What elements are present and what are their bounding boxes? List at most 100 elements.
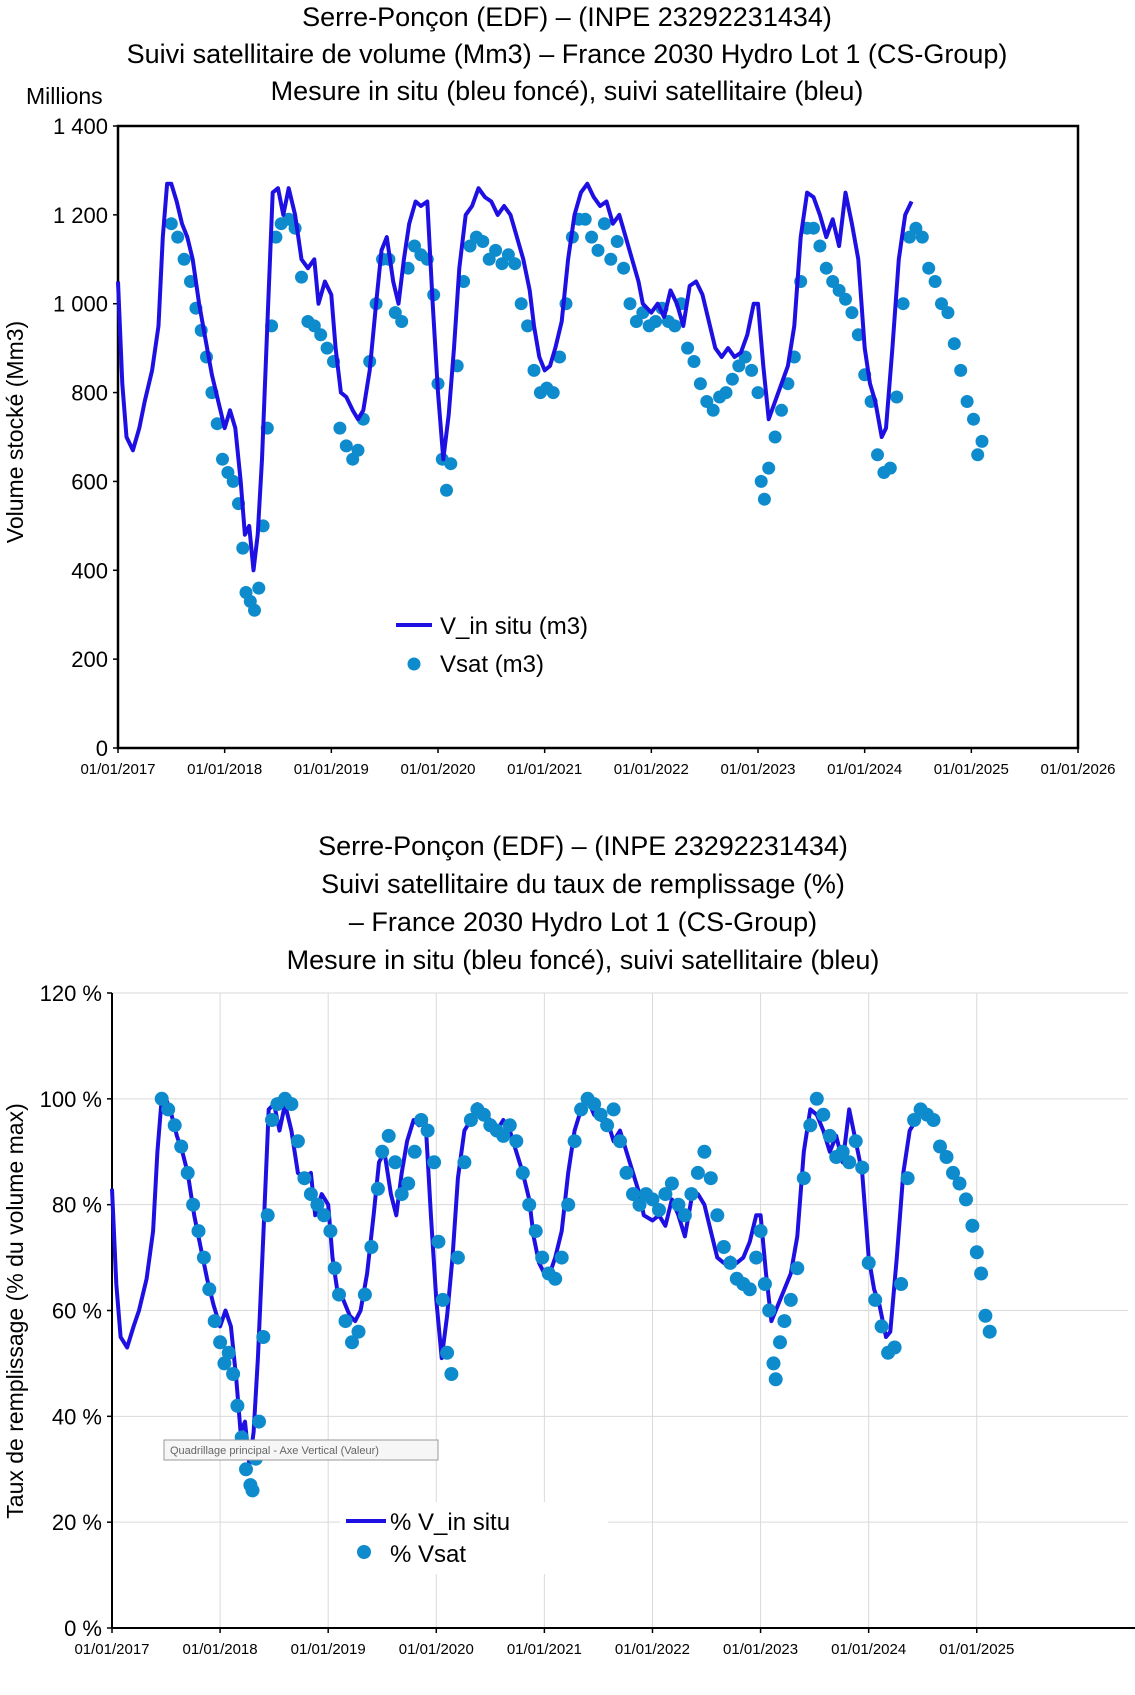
chart-1-x-tick-label: 01/01/2026 [1040, 761, 1115, 778]
chart-1-y-tick-label: 1 000 [53, 292, 108, 317]
chart-1-vsat-point [719, 386, 733, 400]
chart-2-vsat-point [978, 1308, 993, 1323]
chart-1-legend: V_in situ (m3) Vsat (m3) [392, 607, 622, 685]
chart-1-vsat-point [585, 230, 599, 244]
chart-2-vsat-point [969, 1245, 984, 1260]
chart-2-vsat-point [444, 1367, 459, 1381]
chart-2-vsat-point [431, 1234, 446, 1249]
chart-1-legend-vsat: Vsat (m3) [440, 651, 544, 678]
chart-2-x-tick-label: 01/01/2019 [291, 1641, 366, 1658]
chart-2-vsat-point [965, 1218, 980, 1233]
chart-1-vsat-point [440, 483, 453, 497]
chart-1-title-line-1: Serre-Ponçon (EDF) – (INPE 23292231434) [302, 2, 832, 32]
chart-1-x-ticks: 01/01/2017 01/01/2018 01/01/2019 01/01/2020… [80, 748, 1116, 778]
chart-2-vsat-point [894, 1277, 909, 1291]
chart-2-vsat-point [652, 1203, 666, 1217]
chart-1-vsat-point [725, 372, 739, 386]
chart-1-vsat-point [960, 395, 974, 408]
chart-2-vsat-point [697, 1144, 712, 1159]
chart-2-vsat-point [186, 1197, 201, 1212]
chart-2-vsat-point [626, 1187, 640, 1202]
chart-2-vsat-point [407, 1144, 422, 1159]
chart-1-vsat-point [314, 328, 328, 342]
chart-2-vsat-point [260, 1208, 275, 1223]
chart-1-vsat-point [839, 292, 852, 306]
chart-2-vsat-point [855, 1160, 870, 1175]
chart-2-vsat-point [757, 1277, 772, 1291]
chart-2-vsat-point [323, 1224, 338, 1239]
chart-2-vsat-point [457, 1155, 472, 1170]
chart-1-vsat-point [890, 390, 904, 404]
chart-2-vsat-point [606, 1102, 621, 1117]
chart-2-vsat-point [435, 1292, 450, 1307]
chart-2-vsat-point [861, 1255, 876, 1270]
chart-2-vsat-point [502, 1118, 517, 1133]
chart-2-vsat-point [420, 1123, 435, 1138]
chart-1-vsat-point [754, 474, 768, 488]
chart-2-vsat-point [370, 1181, 385, 1196]
chart-2-vsat-point [974, 1266, 989, 1281]
chart-1-x-tick-label: 01/01/2019 [294, 761, 369, 778]
chart-2-vsat-point [217, 1356, 232, 1371]
chart-1-vsat-point [896, 297, 910, 311]
chart-1-vsat-point [351, 443, 365, 457]
chart-2-vsat-point [202, 1282, 217, 1297]
chart-2-vsat-point [316, 1208, 331, 1223]
chart-2-x-tick-label: 01/01/2023 [723, 1641, 798, 1658]
chart-2-vsat-point [768, 1372, 783, 1387]
chart-1-vsat-point [476, 235, 490, 248]
chart-2-y-tick-label: 20 % [52, 1510, 102, 1535]
chart-2-x-tick-label: 01/01/2021 [507, 1641, 582, 1658]
chart-1-vsat-point [395, 315, 409, 328]
chart-2-vsat-point [522, 1197, 537, 1212]
chart-2-vsat-point [252, 1414, 266, 1429]
chart-1-x-tick-label: 01/01/2021 [507, 761, 582, 778]
chart-2-vsat-point [939, 1150, 954, 1164]
chart-2-series-vsat [154, 1091, 997, 1498]
chart-2-vsat-point [196, 1250, 211, 1265]
chart-2-vsat-point [777, 1314, 792, 1329]
chart-1-vsat-point [489, 243, 503, 257]
chart-2-y-axis-label-text: Taux de remplissage (% du volume max) [2, 1103, 28, 1518]
chart-1-vsat-point [527, 363, 541, 377]
chart-2-vsat-point [338, 1314, 353, 1329]
chart-2-vsat-point [297, 1171, 312, 1186]
chart-1-vsat-point [320, 341, 334, 355]
chart-2-vsat-point [310, 1197, 325, 1212]
chart-2-vsat-point [933, 1139, 947, 1154]
chart-2-vsat-point [710, 1208, 725, 1223]
chart-2-vsat-point [548, 1271, 563, 1286]
chart-2-vsat-point [790, 1261, 805, 1276]
chart-2-vsat-point [567, 1134, 582, 1149]
chart-1-vsat-point [768, 430, 782, 444]
chart-2-vsat-point [664, 1176, 679, 1191]
chart-2-vsat-point [926, 1113, 941, 1127]
chart-1-vsat-point [687, 355, 701, 368]
chart-2-vsat-point [351, 1324, 366, 1339]
chart-2-grid [112, 992, 1128, 1629]
chart-2-vsat-point [690, 1165, 705, 1180]
chart-1-vsat-point [236, 541, 250, 555]
chart-2-vsat-point [174, 1139, 189, 1154]
chart-1-vsat-point [967, 412, 980, 426]
chart-1-vsat-point [975, 434, 989, 448]
chart-2-title-line-3: – France 2030 Hydro Lot 1 (CS-Group) [349, 907, 817, 937]
chart-1-vsat-point [216, 452, 229, 466]
chart-2-vsat-point [290, 1134, 305, 1149]
chart-2-vsat-point [226, 1367, 241, 1381]
chart-2-vsat-point [907, 1113, 922, 1127]
chart-2-vsat-point [450, 1250, 465, 1265]
chart-1-vsat-point [807, 221, 820, 235]
chart-1-vsat-point [668, 319, 682, 333]
chart-1-vsat-point [941, 306, 955, 320]
chart-2-vsat-point [959, 1192, 973, 1207]
chart-2: Serre-Ponçon (EDF) – (INPE 23292231434) … [2, 831, 1135, 1658]
chart-1-y-axis-label: Volume stocké (Mm3) [2, 321, 28, 543]
chart-2-vsat-point [887, 1340, 902, 1355]
chart-1-vsat-point [971, 448, 985, 462]
chart-2-y-tick-label: 120 % [40, 981, 102, 1006]
chart-1-vsat-point [745, 363, 759, 377]
chart-1-vsat-point [947, 337, 961, 351]
chart-1-title-line-2: Suivi satellitaire de volume (Mm3) – Fra… [127, 39, 1008, 69]
chart-1-series-vsat [164, 212, 989, 617]
